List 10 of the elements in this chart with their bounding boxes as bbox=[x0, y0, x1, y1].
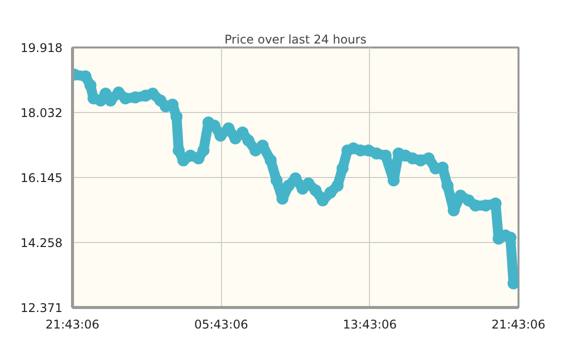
y-tick-label: 18.032 bbox=[20, 106, 63, 120]
x-tick-label: 21:43:06 bbox=[46, 318, 100, 332]
chart-title: Price over last 24 hours bbox=[224, 32, 366, 46]
y-tick-label: 12.371 bbox=[20, 301, 63, 315]
x-tick-label: 13:43:06 bbox=[342, 318, 397, 332]
x-tick-label: 05:43:06 bbox=[194, 318, 248, 332]
y-tick-label: 16.145 bbox=[20, 170, 63, 185]
y-tick-label: 14.258 bbox=[20, 236, 63, 250]
x-tick-label: 21:43:06 bbox=[492, 318, 546, 332]
y-tick-label: 19.918 bbox=[20, 41, 63, 55]
